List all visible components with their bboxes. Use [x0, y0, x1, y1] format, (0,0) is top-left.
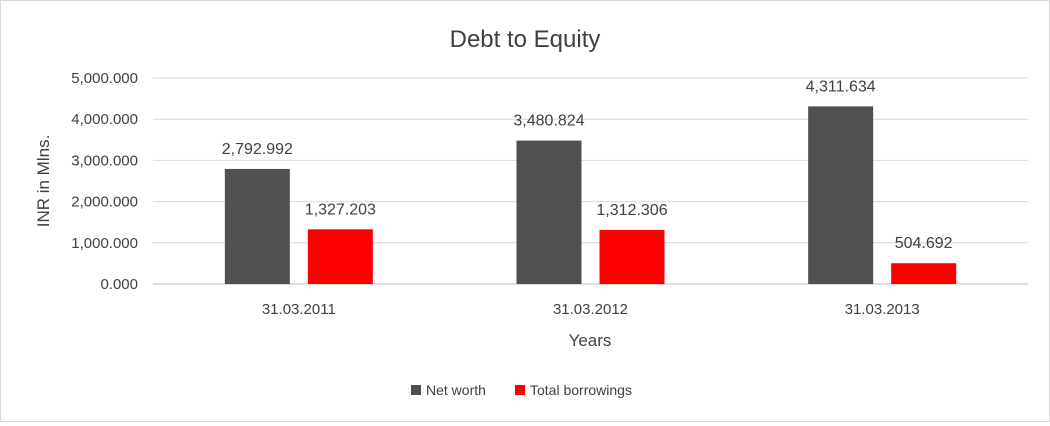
- x-tick-labels: 31.03.2011 31.03.2012 31.03.2013: [262, 301, 920, 318]
- y-axis-label: INR in Mlns.: [34, 135, 53, 228]
- legend: Net worth Total borrowings: [411, 382, 632, 398]
- bar-net-worth: [808, 106, 874, 284]
- y-tick-labels: 0.000 1,000.000 2,000.000 3,000.000 4,000.00…: [71, 70, 138, 293]
- gridlines: [153, 77, 1028, 285]
- bar-total-borrowings: [599, 229, 665, 284]
- legend-swatch: [411, 385, 421, 395]
- x-axis-label: Years: [569, 331, 612, 350]
- legend-label: Total borrowings: [530, 382, 632, 398]
- bar-net-worth: [224, 168, 290, 284]
- bar-data-label: 2,792.992: [222, 141, 293, 158]
- x-tick-label: 31.03.2013: [845, 301, 920, 318]
- chart-title: Debt to Equity: [450, 26, 601, 53]
- y-tick-label: 5,000.000: [71, 70, 138, 87]
- y-tick-label: 1,000.000: [71, 235, 138, 252]
- bar-data-label: 4,311.634: [806, 78, 876, 95]
- bar-data-label: 3,480.824: [513, 113, 584, 130]
- bar-data-labels: 2,792.992 1,327.203 3,480.824 1,312.306 4,31…: [222, 78, 953, 252]
- x-tick-label: 31.03.2011: [262, 301, 336, 318]
- y-tick-label: 2,000.000: [71, 194, 138, 211]
- x-tick-label: 31.03.2012: [553, 301, 628, 318]
- legend-label: Net worth: [426, 382, 486, 398]
- bars: [224, 106, 957, 284]
- y-tick-label: 0.000: [100, 276, 138, 293]
- y-tick-label: 4,000.000: [71, 111, 138, 128]
- bar-data-label: 1,327.203: [305, 201, 376, 218]
- bar-total-borrowings: [307, 229, 373, 284]
- bar-data-label: 504.692: [895, 235, 953, 252]
- legend-swatch: [515, 385, 525, 395]
- bar-net-worth: [516, 140, 582, 284]
- y-tick-label: 3,000.000: [71, 152, 138, 169]
- bar-data-label: 1,312.306: [596, 202, 667, 219]
- bar-total-borrowings: [891, 263, 957, 284]
